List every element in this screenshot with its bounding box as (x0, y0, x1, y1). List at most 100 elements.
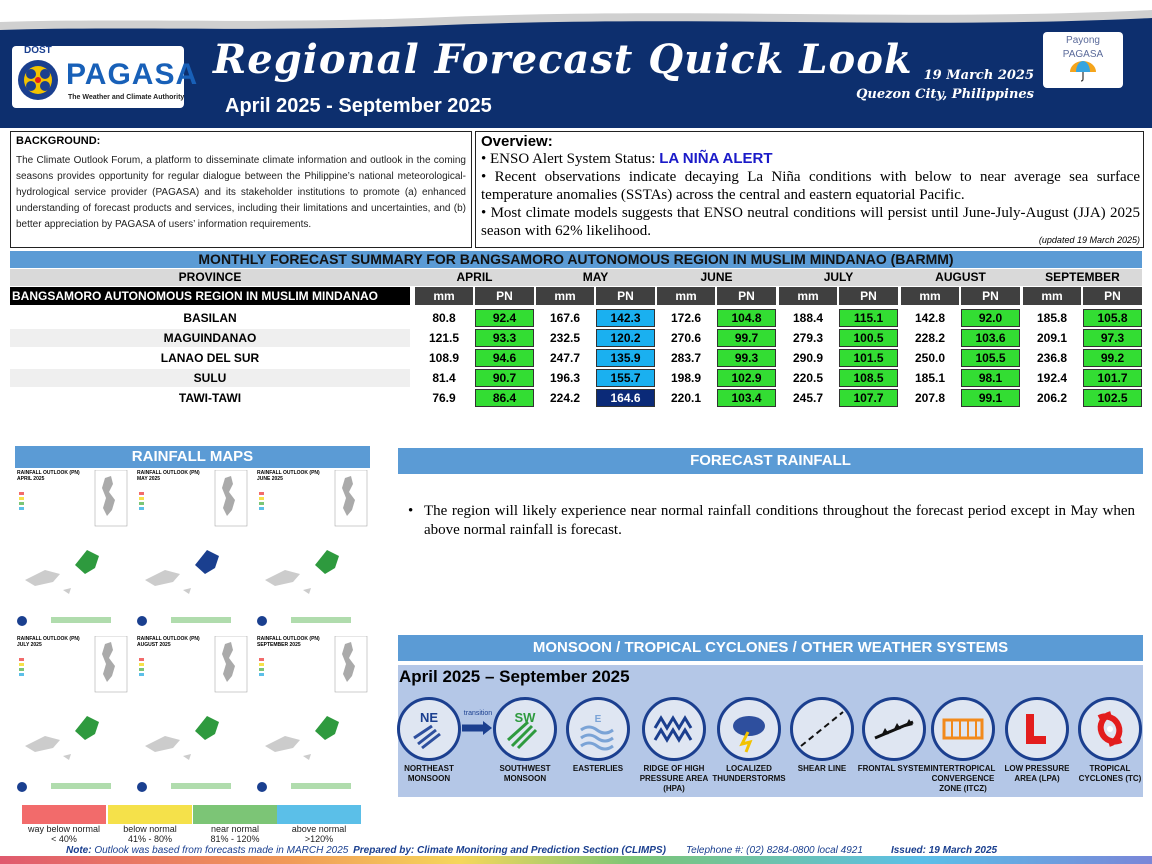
weather-system-label: RIDGE OF HIGH PRESSURE AREA (HPA) (639, 764, 709, 793)
background-title: BACKGROUND: (16, 135, 101, 147)
mm-value: 232.5 (549, 331, 581, 345)
legend-color-band (108, 805, 192, 824)
mm-value: 108.9 (428, 351, 460, 365)
pn-value: 93.3 (475, 329, 534, 347)
mm-header: mm (415, 287, 473, 305)
rainfall-map-panel: RAINFALL OUTLOOK (PN) AUGUST 2025 (135, 636, 250, 794)
mm-value: 270.6 (670, 331, 702, 345)
pn-value: 100.5 (839, 329, 898, 347)
pn-value: 107.7 (839, 389, 898, 407)
weather-system-label: TROPICAL CYCLONES (TC) (1078, 764, 1142, 783)
pn-value: 94.6 (475, 349, 534, 367)
overview-updated: (updated 19 March 2025) (1038, 235, 1140, 245)
map-title: RAINFALL OUTLOOK (PN) (17, 636, 80, 642)
mm-value: 206.2 (1036, 391, 1068, 405)
thunderstorm-icon (717, 697, 781, 761)
pn-value: 108.5 (839, 369, 898, 387)
mm-value: 167.6 (549, 311, 581, 325)
weather-system-label: INTERTROPICAL CONVERGENCE ZONE (ITCZ) (930, 764, 996, 793)
thunderstorm-icon-graphic (733, 716, 765, 753)
pn-value: 99.7 (717, 329, 776, 347)
pn-header: PN (839, 287, 898, 305)
mm-value: 207.8 (914, 391, 946, 405)
month-header: MAY (582, 270, 609, 284)
background-panel: BACKGROUND: The Climate Outlook Forum, a… (10, 131, 472, 248)
southwest-monsoon-icon: SW (493, 697, 557, 761)
month-header: APRIL (456, 270, 493, 284)
mm-header: mm (657, 287, 715, 305)
legend-range: < 40% (51, 834, 77, 844)
prepared-by: Prepared by: Climate Monitoring and Pred… (353, 845, 666, 856)
mm-header: mm (779, 287, 837, 305)
weather-system-label: SHEAR LINE (797, 764, 847, 773)
pn-value: 90.7 (475, 369, 534, 387)
forecast-rainfall-title: FORECAST RAINFALL (398, 448, 1143, 474)
legend-color-band (22, 805, 106, 824)
pn-value: 92.4 (475, 309, 534, 327)
umbrella-icon (1070, 61, 1096, 82)
pn-value: 102.5 (1083, 389, 1142, 407)
issue-location: Quezon City, Philippines (856, 87, 1034, 102)
row-stripe (10, 369, 410, 387)
mm-value: 142.8 (914, 311, 946, 325)
legend-color-band (277, 805, 361, 824)
overview-bullet-sst: • Recent observations indicate decaying … (481, 169, 1140, 203)
pn-header: PN (961, 287, 1020, 305)
footer-note: Note: Outlook was based from forecasts m… (66, 845, 997, 856)
weather-systems-period: April 2025 – September 2025 (399, 667, 630, 686)
forecast-table-month-row (10, 269, 1142, 286)
shear-line-icon-graphic (800, 711, 844, 747)
rainfall-map-graphic (15, 470, 130, 628)
easterlies-icon: E (566, 697, 630, 761)
overview-panel: Overview: • ENSO Alert System Status: LA… (475, 131, 1144, 248)
month-header: AUGUST (935, 270, 986, 284)
pn-value: 98.1 (961, 369, 1020, 387)
weather-system-label: LOW PRESSURE AREA (LPA) (1004, 764, 1070, 783)
rainfall-map-panel: RAINFALL OUTLOOK (PN) JUNE 2025 (255, 470, 370, 628)
mm-value: 220.1 (670, 391, 702, 405)
forecast-rainfall-text: The region will likely experience near n… (424, 503, 1135, 538)
southwest-monsoon-icon-graphic: SW (506, 710, 538, 750)
svg-text:E: E (595, 714, 602, 725)
pn-value: 101.5 (839, 349, 898, 367)
overview-bullet-models: • Most climate models suggests that ENSO… (481, 205, 1140, 239)
pn-value: 105.5 (961, 349, 1020, 367)
mm-value: 209.1 (1036, 331, 1068, 345)
weather-system-label: SOUTHWEST MONSOON (499, 764, 551, 783)
pn-header: PN (717, 287, 776, 305)
rainfall-map-panel: RAINFALL OUTLOOK (PN) MAY 2025 (135, 470, 250, 628)
weather-system-label: LOCALIZED THUNDERSTORMS (712, 764, 786, 783)
province-name: LANAO DEL SUR (160, 351, 260, 365)
payong-pagasa-label: PAGASA (1062, 49, 1104, 60)
pn-value: 102.9 (717, 369, 776, 387)
mm-value: 185.1 (914, 371, 946, 385)
mm-value: 236.8 (1036, 351, 1068, 365)
mm-value: 290.9 (792, 351, 824, 365)
row-stripe (10, 329, 410, 347)
bullet-dot: • (408, 503, 414, 519)
rainfall-map-graphic (15, 636, 130, 794)
rainfall-map-graphic (255, 470, 370, 628)
mm-value: 188.4 (792, 311, 824, 325)
northeast-monsoon-icon-graphic: NE (413, 710, 441, 750)
legend-label: below normal (123, 824, 177, 834)
shear-line-icon (790, 697, 854, 761)
tropical-cyclone-icon (1078, 697, 1142, 761)
mm-value: 228.2 (914, 331, 946, 345)
pn-value: 104.8 (717, 309, 776, 327)
mm-value: 247.7 (549, 351, 581, 365)
mm-value: 220.5 (792, 371, 824, 385)
mm-value: 283.7 (670, 351, 702, 365)
forecast-rainfall-bullet: • The region will likely experience near… (408, 502, 1135, 540)
forecast-table-title: MONTHLY FORECAST SUMMARY FOR BANGSAMORO … (10, 251, 1142, 268)
note-text: Outlook was based from forecasts made in… (91, 845, 352, 856)
frontal-system-icon-graphic (874, 719, 914, 740)
tropical-cyclone-icon-graphic (1097, 711, 1123, 747)
map-title: RAINFALL OUTLOOK (PN) (137, 470, 200, 476)
dost-label: DOST (24, 45, 52, 56)
pn-value: 105.8 (1083, 309, 1142, 327)
mm-value: 198.9 (670, 371, 702, 385)
province-name: BASILAN (183, 311, 237, 325)
weather-system-label: NORTHEAST MONSOON (404, 764, 454, 783)
lpa-icon-graphic (1026, 714, 1046, 744)
